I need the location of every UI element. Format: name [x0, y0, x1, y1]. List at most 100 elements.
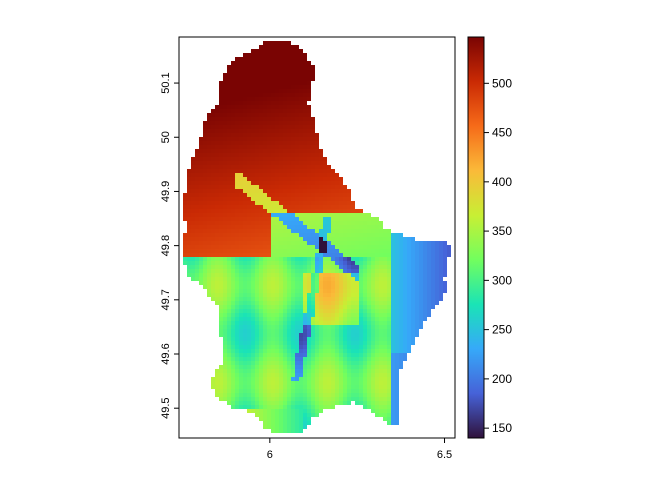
- raster-cell: [327, 177, 331, 181]
- raster-cell: [227, 393, 231, 397]
- raster-cell: [283, 53, 287, 57]
- raster-cell: [235, 109, 239, 113]
- raster-cell: [279, 385, 283, 389]
- raster-cell: [211, 117, 215, 121]
- raster-cell: [271, 405, 275, 409]
- raster-cell: [327, 345, 331, 349]
- raster-cell: [247, 289, 251, 293]
- raster-cell: [271, 261, 275, 265]
- raster-cell: [343, 293, 347, 297]
- raster-cell: [299, 369, 303, 373]
- raster-cell: [267, 189, 271, 193]
- raster-cell: [347, 241, 351, 245]
- raster-cell: [259, 249, 263, 253]
- raster-cell: [287, 221, 291, 225]
- raster-cell: [239, 249, 243, 253]
- raster-cell: [247, 405, 251, 409]
- raster-cell: [343, 345, 347, 349]
- raster-cell: [223, 105, 227, 109]
- raster-cell: [223, 261, 227, 265]
- raster-cell: [271, 173, 275, 177]
- raster-cell: [363, 289, 367, 293]
- raster-cell: [255, 169, 259, 173]
- raster-cell: [275, 81, 279, 85]
- raster-cell: [327, 369, 331, 373]
- raster-cell: [235, 149, 239, 153]
- raster-cell: [299, 277, 303, 281]
- raster-cell: [227, 337, 231, 341]
- raster-cell: [319, 349, 323, 353]
- raster-cell: [323, 349, 327, 353]
- raster-cell: [339, 201, 343, 205]
- raster-cell: [235, 365, 239, 369]
- raster-cell: [207, 129, 211, 133]
- raster-cell: [239, 173, 243, 177]
- raster-cell: [351, 389, 355, 393]
- raster-cell: [299, 85, 303, 89]
- raster-cell: [319, 265, 323, 269]
- raster-cell: [255, 349, 259, 353]
- raster-cell: [291, 349, 295, 353]
- raster-cell: [391, 245, 395, 249]
- raster-cell: [299, 49, 303, 53]
- raster-cell: [391, 405, 395, 409]
- raster-cell: [207, 193, 211, 197]
- raster-cell: [375, 413, 379, 417]
- raster-cell: [227, 341, 231, 345]
- raster-cell: [283, 233, 287, 237]
- raster-cell: [275, 169, 279, 173]
- raster-cell: [319, 221, 323, 225]
- raster-cell: [307, 357, 311, 361]
- raster-cell: [243, 305, 247, 309]
- raster-cell: [267, 169, 271, 173]
- raster-cell: [387, 389, 391, 393]
- raster-cell: [303, 221, 307, 225]
- raster-cell: [271, 421, 275, 425]
- raster-cell: [291, 293, 295, 297]
- raster-cell: [363, 353, 367, 357]
- raster-cell: [371, 297, 375, 301]
- raster-cell: [275, 177, 279, 181]
- raster-cell: [291, 221, 295, 225]
- raster-cell: [231, 265, 235, 269]
- raster-cell: [307, 65, 311, 69]
- raster-cell: [387, 345, 391, 349]
- raster-cell: [423, 273, 427, 277]
- raster-cell: [215, 133, 219, 137]
- raster-cell: [319, 161, 323, 165]
- raster-cell: [239, 113, 243, 117]
- raster-cell: [251, 61, 255, 65]
- raster-cell: [215, 293, 219, 297]
- raster-cell: [323, 305, 327, 309]
- raster-cell: [263, 253, 267, 257]
- raster-cell: [243, 213, 247, 217]
- raster-cell: [239, 73, 243, 77]
- raster-cell: [347, 373, 351, 377]
- raster-cell: [319, 301, 323, 305]
- raster-cell: [303, 81, 307, 85]
- raster-cell: [263, 77, 267, 81]
- raster-cell: [271, 357, 275, 361]
- raster-cell: [231, 185, 235, 189]
- raster-cell: [243, 241, 247, 245]
- raster-cell: [207, 229, 211, 233]
- raster-cell: [275, 397, 279, 401]
- raster-cell: [319, 165, 323, 169]
- raster-cell: [279, 185, 283, 189]
- raster-cell: [279, 293, 283, 297]
- raster-cell: [279, 153, 283, 157]
- raster-cell: [235, 345, 239, 349]
- raster-cell: [307, 353, 311, 357]
- raster-cell: [319, 281, 323, 285]
- raster-cell: [319, 201, 323, 205]
- raster-cell: [219, 89, 223, 93]
- raster-cell: [255, 141, 259, 145]
- raster-cell: [231, 153, 235, 157]
- raster-cell: [283, 149, 287, 153]
- raster-cell: [235, 201, 239, 205]
- raster-cell: [271, 305, 275, 309]
- raster-cell: [327, 365, 331, 369]
- raster-cell: [399, 313, 403, 317]
- raster-cell: [239, 133, 243, 137]
- raster-cell: [243, 397, 247, 401]
